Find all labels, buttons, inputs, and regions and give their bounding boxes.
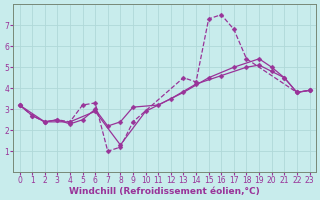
- X-axis label: Windchill (Refroidissement éolien,°C): Windchill (Refroidissement éolien,°C): [69, 187, 260, 196]
